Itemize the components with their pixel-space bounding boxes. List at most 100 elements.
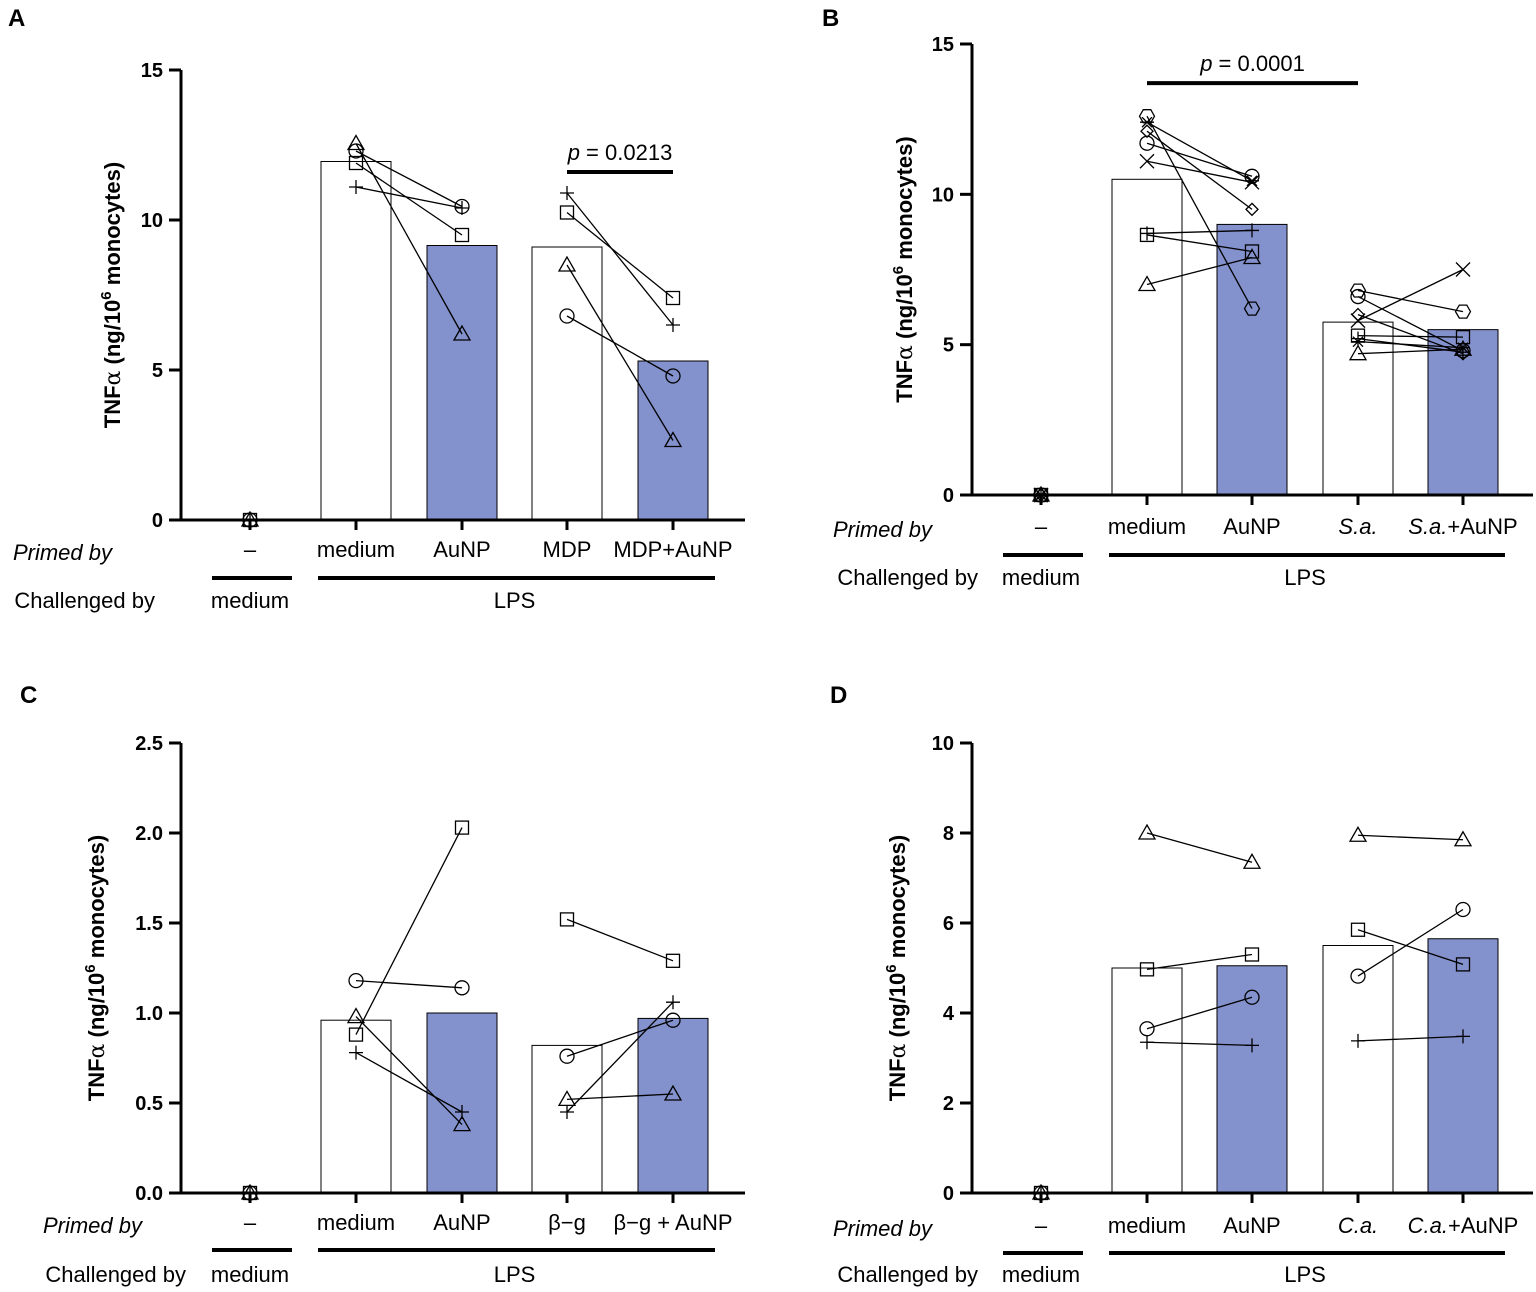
hexagon-point xyxy=(1454,304,1472,319)
y-tick-label: 2.5 xyxy=(135,733,163,755)
category-label-italic: S.a. xyxy=(1408,514,1447,539)
category-label-italic: S.a. xyxy=(1338,514,1377,539)
category-label: MDP xyxy=(543,537,592,562)
category-label: – xyxy=(244,1210,257,1235)
p-value-label: p = 0.0001 xyxy=(1199,51,1305,76)
panel-a: A 0 5 10 15 TNFα (ng/106 monocytes) p = 0.0213… xyxy=(8,5,745,613)
circle-point xyxy=(1244,168,1260,184)
plus-point xyxy=(1140,226,1154,241)
circle-point xyxy=(1350,288,1366,305)
donor-link xyxy=(566,1093,674,1101)
panel-letter: A xyxy=(8,5,25,32)
y-label-alpha: α xyxy=(85,1043,110,1058)
y-axis-label: TNFα (ng/106 monocytes) xyxy=(890,136,918,402)
triangle-point xyxy=(557,255,577,272)
triangle-point xyxy=(452,324,472,341)
circle-point xyxy=(1244,989,1260,1005)
bar-4 xyxy=(637,1017,709,1194)
challenge-group-label: medium xyxy=(1002,1262,1080,1287)
challenge-group-label: medium xyxy=(1002,565,1080,590)
plus-point xyxy=(243,513,257,527)
circle-point xyxy=(1455,901,1471,918)
plus-point xyxy=(349,1045,363,1060)
bar-3 xyxy=(1322,945,1394,1194)
bar-3 xyxy=(531,1044,603,1194)
bar-2 xyxy=(426,1012,498,1194)
plus-point xyxy=(1034,1186,1048,1200)
square-point xyxy=(1244,244,1260,259)
category-label: – xyxy=(244,537,257,562)
plus-point xyxy=(1351,1033,1365,1048)
square-point xyxy=(665,953,681,968)
y-label-part: TNF xyxy=(892,360,917,403)
category-label-italic: C.a. xyxy=(1408,1213,1448,1238)
plus-point xyxy=(455,1105,469,1119)
donor-link xyxy=(566,192,674,326)
donor-link xyxy=(1146,229,1253,235)
circle-point xyxy=(1350,968,1366,984)
y-axis-label: TNFα (ng/106 monocytes) xyxy=(883,835,911,1101)
x-point xyxy=(1244,174,1260,190)
challenged-by-label: Challenged by xyxy=(45,1262,186,1287)
circle-point xyxy=(454,980,470,996)
y-tick-label: 2 xyxy=(943,1093,954,1115)
challenge-group-label: LPS xyxy=(494,1262,536,1287)
donor-link xyxy=(1357,834,1464,841)
category-label: S.a. xyxy=(1338,514,1377,539)
triangle-point xyxy=(346,1007,366,1024)
donor-link xyxy=(566,1001,674,1113)
challenged-by-label: Challenged by xyxy=(14,588,155,613)
plus-point xyxy=(1245,1038,1259,1053)
panel-letter: B xyxy=(822,5,839,32)
y-tick-label: 2.0 xyxy=(135,823,163,845)
triangle-point xyxy=(1031,485,1051,502)
donor-link xyxy=(355,1052,463,1113)
diamond-point xyxy=(1351,307,1365,322)
triangle-point xyxy=(1348,344,1368,361)
category-label: C.a. xyxy=(1338,1213,1378,1238)
donor-link xyxy=(1357,908,1464,977)
asterisk-point xyxy=(1140,116,1154,128)
category-label: – xyxy=(1035,514,1048,539)
circle-point xyxy=(559,308,575,324)
primed-by-label: Primed by xyxy=(43,1213,144,1238)
triangle-point xyxy=(1137,823,1157,840)
panel-b: B 0 5 10 15 TNFα (ng/106 monocytes) p = 0.0001… xyxy=(822,5,1533,590)
category-label: medium xyxy=(1108,514,1186,539)
primed-by-label: Primed by xyxy=(833,1216,934,1241)
hexagon-point xyxy=(1243,301,1261,316)
y-label-part: TNF xyxy=(100,385,125,428)
triangle-point xyxy=(663,431,683,448)
triangle-point xyxy=(346,134,366,151)
donor-link xyxy=(1146,1041,1253,1047)
triangle-point xyxy=(1242,852,1262,869)
donor-link xyxy=(355,1016,463,1126)
bar-1 xyxy=(1111,967,1183,1194)
p-value: = 0.0213 xyxy=(580,140,672,165)
donor-link xyxy=(566,264,674,441)
y-tick-label: 6 xyxy=(943,913,954,935)
y-label-sup: 6 xyxy=(98,291,115,299)
category-label: β−g + AuNP xyxy=(613,1210,732,1235)
category-label: medium xyxy=(1108,1213,1186,1238)
square-point xyxy=(1244,947,1260,962)
y-tick-label: 10 xyxy=(141,210,163,232)
category-label: AuNP xyxy=(1223,1213,1280,1238)
plus-point xyxy=(1245,223,1259,238)
square-point xyxy=(665,290,681,306)
challenge-group-label: medium xyxy=(211,1262,289,1287)
donor-link xyxy=(355,827,463,1035)
y-tick-label: 15 xyxy=(141,60,163,82)
y-tick-label: 0 xyxy=(943,485,954,507)
asterisk-point xyxy=(1245,175,1259,187)
category-label-italic: C.a. xyxy=(1338,1213,1378,1238)
donor-link xyxy=(1146,256,1253,286)
donor-link xyxy=(1357,929,1464,966)
donor-link xyxy=(355,150,463,208)
donor-link xyxy=(566,211,674,299)
y-label-part: monocytes) xyxy=(84,835,109,965)
plus-point xyxy=(666,995,680,1010)
y-tick-label: 4 xyxy=(943,1003,955,1025)
circle-point xyxy=(559,1048,575,1064)
